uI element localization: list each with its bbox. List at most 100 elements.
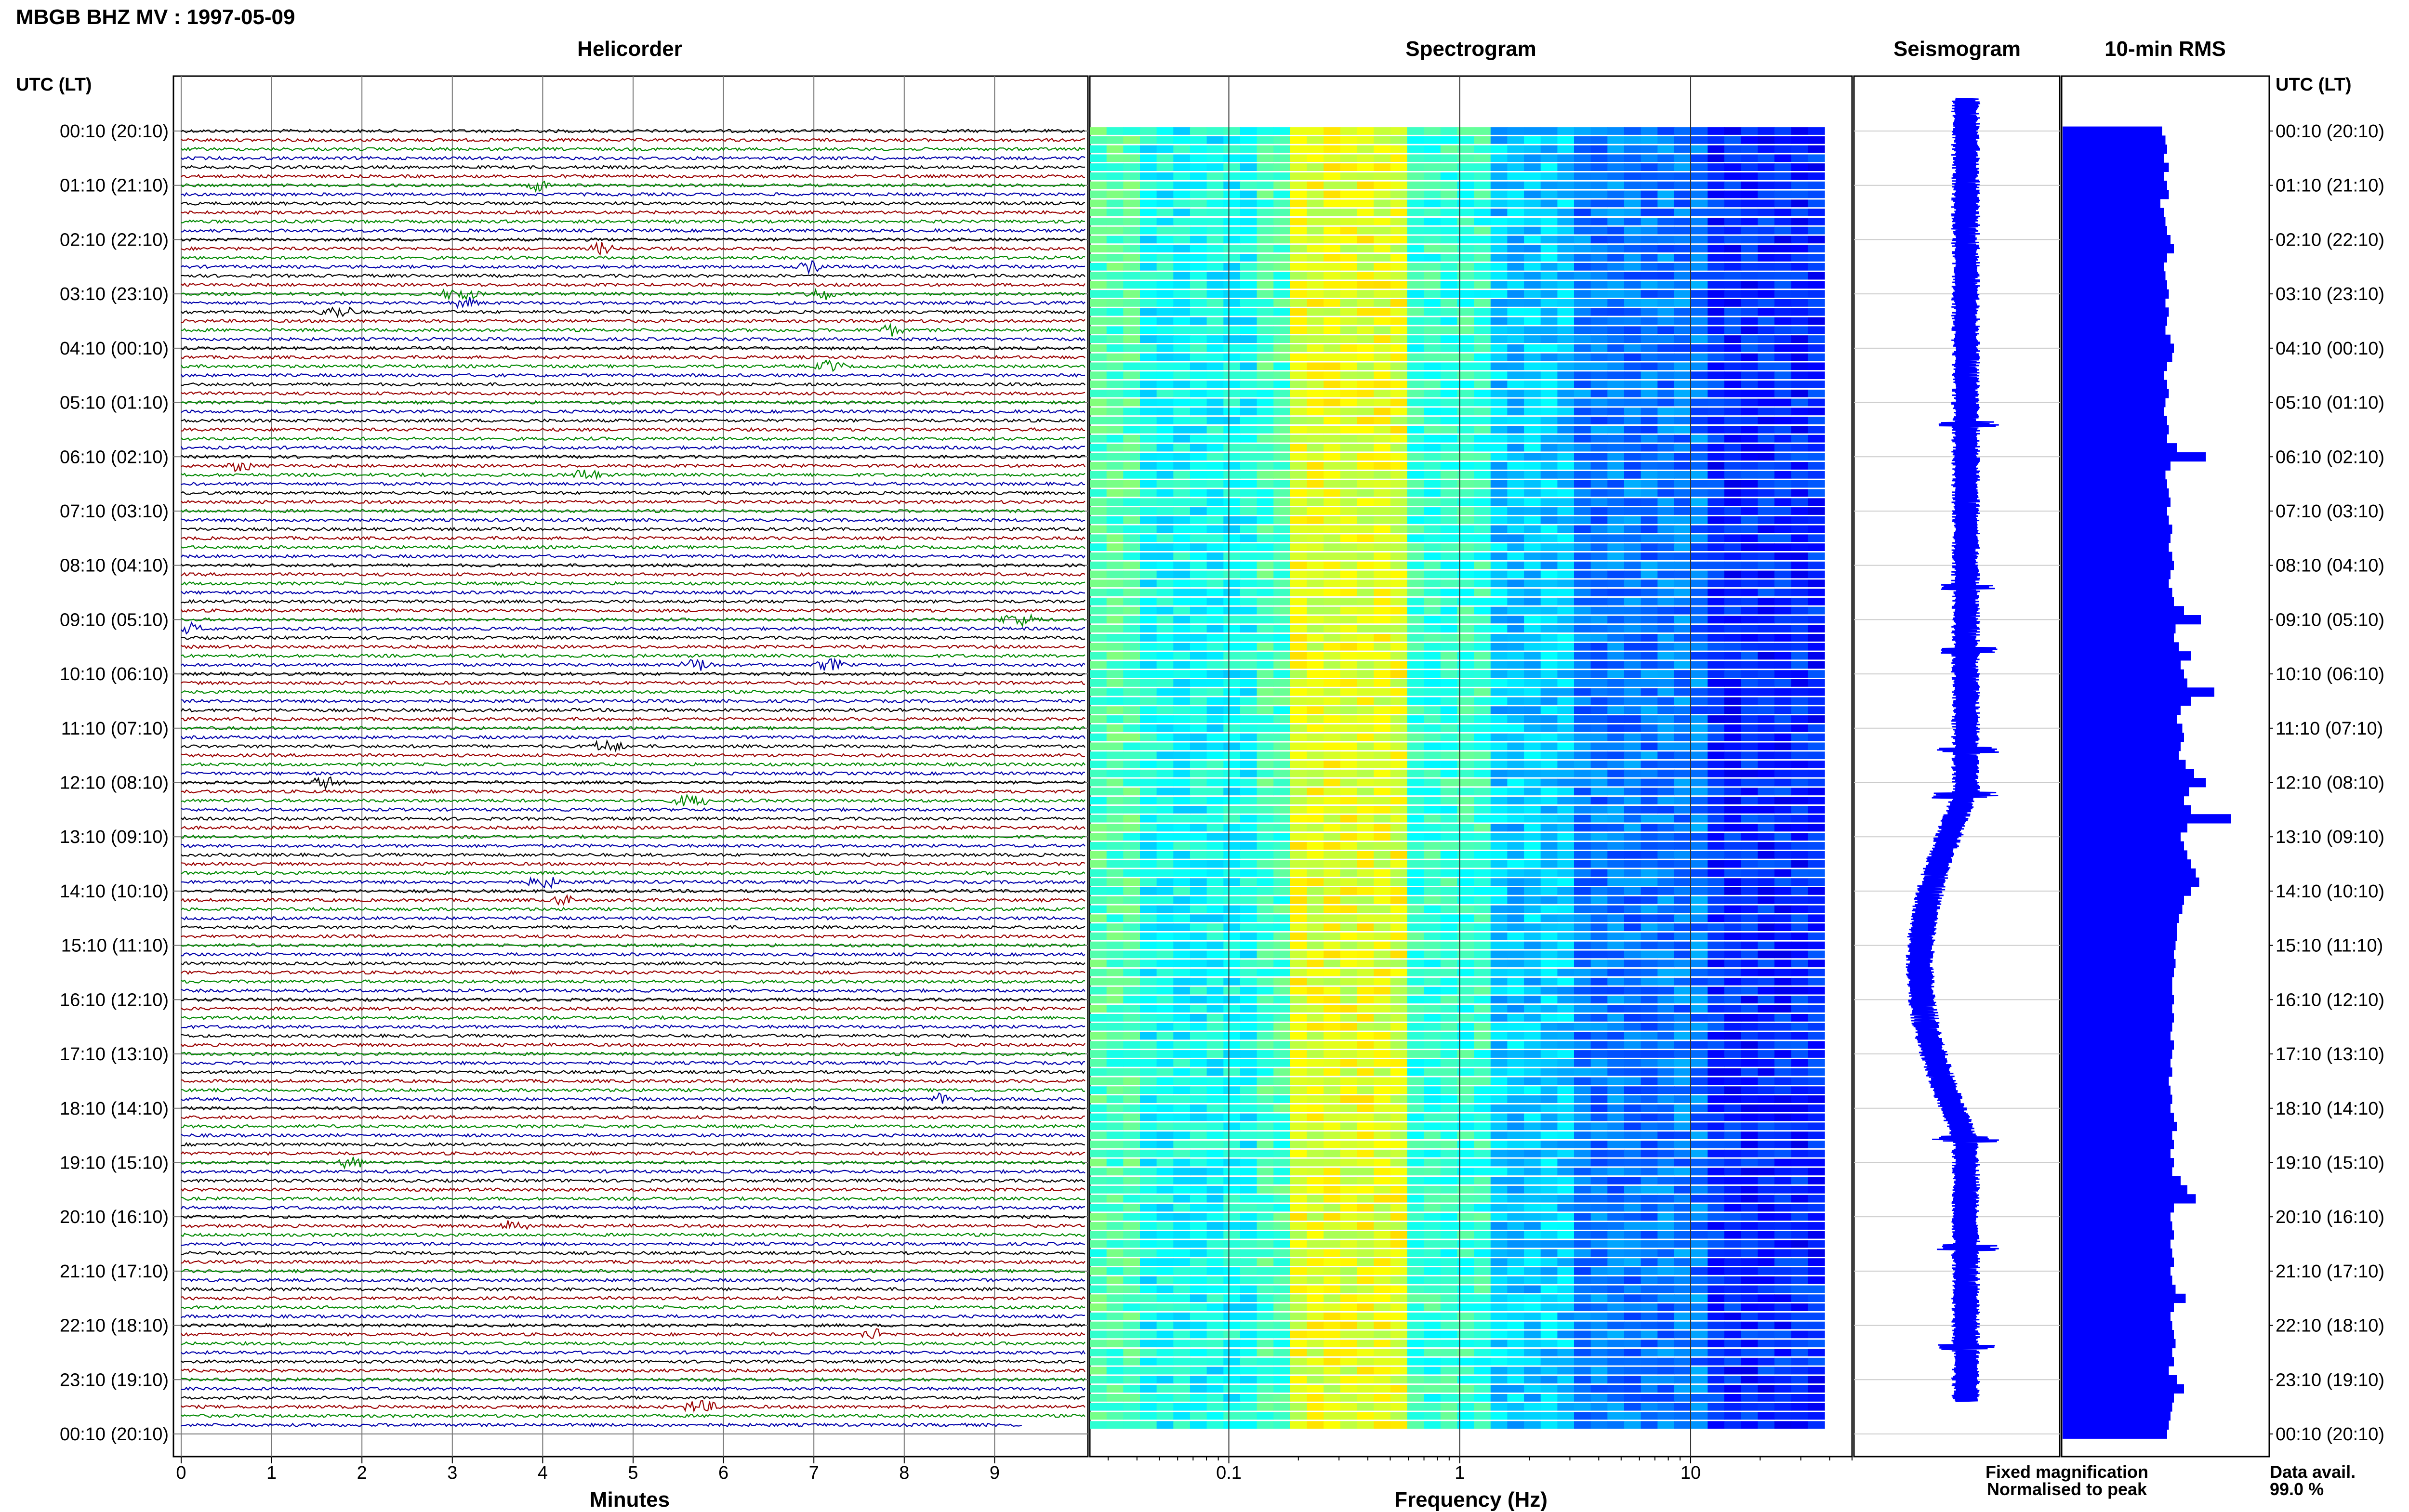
spectrogram-cell	[1741, 389, 1759, 397]
spectrogram-cell	[1774, 1077, 1792, 1085]
spectrogram-cell	[1474, 706, 1491, 714]
spectrogram-cell	[1540, 272, 1558, 280]
spectrogram-cell	[1240, 1068, 1257, 1076]
spectrogram-cell	[1674, 408, 1692, 416]
spectrogram-cell	[1574, 851, 1591, 859]
spectrogram-cell	[1741, 317, 1759, 325]
spectrogram-cell	[1290, 815, 1308, 823]
spectrogram-cell	[1524, 154, 1541, 162]
spectrogram-cell	[1607, 434, 1625, 443]
spectrogram-cell	[1624, 1086, 1641, 1094]
spectrogram-cell	[1140, 634, 1157, 642]
spectrogram-cell	[1724, 371, 1742, 380]
spectrogram-cell	[1307, 444, 1324, 452]
spectrogram-cell	[1340, 1005, 1358, 1012]
spectrogram-cell	[1791, 579, 1809, 588]
spectrogram-cell	[1557, 1005, 1575, 1012]
spectrogram-cell	[1424, 969, 1441, 976]
spectrogram-cell	[1206, 190, 1224, 198]
spectrogram-cell	[1223, 263, 1241, 271]
spectrogram-cell	[1290, 344, 1308, 352]
spectrogram-cell	[1607, 941, 1625, 949]
spectrogram-cell	[1758, 236, 1775, 244]
spectrogram-cell	[1590, 1104, 1608, 1112]
spectrogram-cell	[1440, 833, 1458, 841]
spectrogram-cell	[1791, 353, 1809, 361]
spectrogram-cell	[1657, 589, 1675, 596]
spectrogram-cell	[1507, 606, 1524, 615]
spectrogram-cell	[1123, 679, 1140, 687]
spectrogram-cell	[1290, 661, 1308, 669]
rms-title: 10-min RMS	[2105, 37, 2226, 61]
spectrogram-cell	[1440, 362, 1458, 370]
spectrogram-cell	[1691, 570, 1708, 579]
spectrogram-cell	[1390, 1032, 1408, 1040]
spectrogram-cell	[1574, 833, 1591, 841]
spectrogram-cell	[1290, 516, 1308, 524]
spectrogram-cell	[1674, 950, 1692, 959]
spectrogram-cell	[1407, 154, 1424, 162]
spectrogram-cell	[1741, 914, 1759, 922]
spectrogram-cell	[1440, 688, 1458, 696]
spectrogram-cell	[1140, 1077, 1157, 1085]
spectrogram-cell	[1223, 163, 1241, 171]
spectrogram-cell	[1257, 1023, 1274, 1031]
spectrogram-cell	[1173, 1059, 1191, 1067]
helicorder-trace	[181, 716, 1085, 722]
spectrogram-cell	[1307, 335, 1324, 343]
spectrogram-cell	[1540, 941, 1558, 949]
spectrogram-cell	[1741, 190, 1759, 198]
spectrogram-cell	[1324, 471, 1341, 479]
spectrogram-cell	[1173, 977, 1191, 986]
spectrogram-cell	[1440, 824, 1458, 832]
spectrogram-cell	[1424, 986, 1441, 995]
spectrogram-cell	[1707, 797, 1725, 804]
spectrogram-cell	[1724, 1050, 1742, 1058]
spectrogram-cell	[1540, 806, 1558, 814]
spectrogram-cell	[1540, 516, 1558, 524]
spectrogram-cell	[1674, 860, 1692, 868]
spectrogram-cell	[1457, 489, 1474, 497]
spectrogram-cell	[1524, 905, 1541, 913]
spectrogram-cell	[1090, 751, 1107, 760]
spectrogram-cell	[1791, 263, 1809, 271]
spectrogram-cell	[1574, 236, 1591, 244]
spectrogram-cell	[1774, 634, 1792, 642]
spectrogram-cell	[1156, 1014, 1174, 1022]
spectrogram-cell	[1474, 932, 1491, 940]
spectrogram-cell	[1390, 977, 1408, 986]
spectrogram-cell	[1524, 806, 1541, 814]
spectrogram-cell	[1206, 299, 1224, 307]
spectrogram-cell	[1774, 914, 1792, 922]
spectrogram-cell	[1791, 996, 1809, 1004]
spectrogram-cell	[1624, 724, 1641, 732]
spectrogram-cell	[1140, 290, 1157, 298]
spectrogram-cell	[1657, 670, 1675, 678]
spectrogram-cell	[1273, 697, 1291, 705]
spectrogram-cell	[1758, 842, 1775, 850]
spectrogram-cell	[1607, 986, 1625, 995]
spectrogram-cell	[1507, 263, 1524, 271]
spectrogram-cell	[1540, 661, 1558, 669]
spectrogram-cell	[1307, 706, 1324, 714]
spectrogram-cell	[1707, 534, 1725, 542]
spectrogram-cell	[1156, 950, 1174, 959]
spectrogram-cell	[1574, 371, 1591, 380]
spectrogram-cell	[1590, 815, 1608, 823]
spectrogram-cell	[1340, 878, 1358, 886]
spectrogram-cell	[1641, 209, 1658, 216]
spectrogram-cell	[1707, 670, 1725, 678]
spectrogram-cell	[1440, 914, 1458, 922]
spectrogram-cell	[1741, 1086, 1759, 1094]
spectrogram-cell	[1090, 977, 1107, 986]
spectrogram-cell	[1240, 1104, 1257, 1112]
spectrogram-cell	[1474, 209, 1491, 216]
spectrogram-cell	[1190, 543, 1207, 551]
spectrogram-cell	[1657, 579, 1675, 588]
spectrogram-cell	[1457, 860, 1474, 868]
spectrogram-cell	[1090, 589, 1107, 596]
spectrogram-cell	[1624, 806, 1641, 814]
spectrogram-cell	[1674, 136, 1692, 144]
spectrogram-cell	[1774, 570, 1792, 579]
spectrogram-cell	[1707, 353, 1725, 361]
